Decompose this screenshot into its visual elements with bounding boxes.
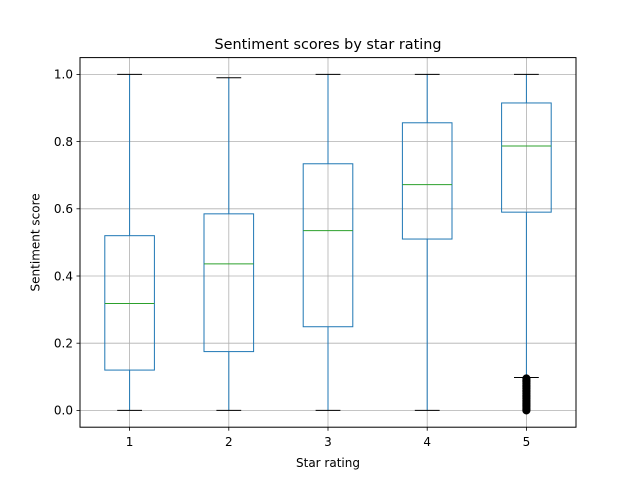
box-3 <box>302 163 354 328</box>
x-tick-label-5: 5 <box>523 435 531 449</box>
box-5 <box>501 102 552 213</box>
x-tick-label-3: 3 <box>324 435 332 449</box>
box-4 <box>401 122 453 240</box>
x-tick-label-2: 2 <box>225 435 233 449</box>
box-2 <box>203 213 255 353</box>
y-tick-label-0: 0.0 <box>54 404 73 418</box>
y-axis-label: Sentiment score <box>29 193 43 291</box>
y-tick-label-4: 0.8 <box>54 135 73 149</box>
y-tick-label-5: 1.0 <box>54 68 73 82</box>
y-tick-label-1: 0.2 <box>54 337 73 351</box>
box-layer <box>104 73 552 415</box>
y-tick-label-3: 0.6 <box>54 202 73 216</box>
x-axis-label: Star rating <box>296 456 360 470</box>
tick-layer: 0.0 0.2 0.4 0.6 0.8 1.0 1 2 3 4 5 <box>54 68 530 450</box>
y-tick-label-2: 0.4 <box>54 269 73 283</box>
x-tick-label-4: 4 <box>423 435 431 449</box>
outlier-point-5-19 <box>522 406 531 415</box>
box-1 <box>104 235 155 371</box>
chart-title: Sentiment scores by star rating <box>214 37 441 53</box>
x-tick-label-1: 1 <box>126 435 134 449</box>
